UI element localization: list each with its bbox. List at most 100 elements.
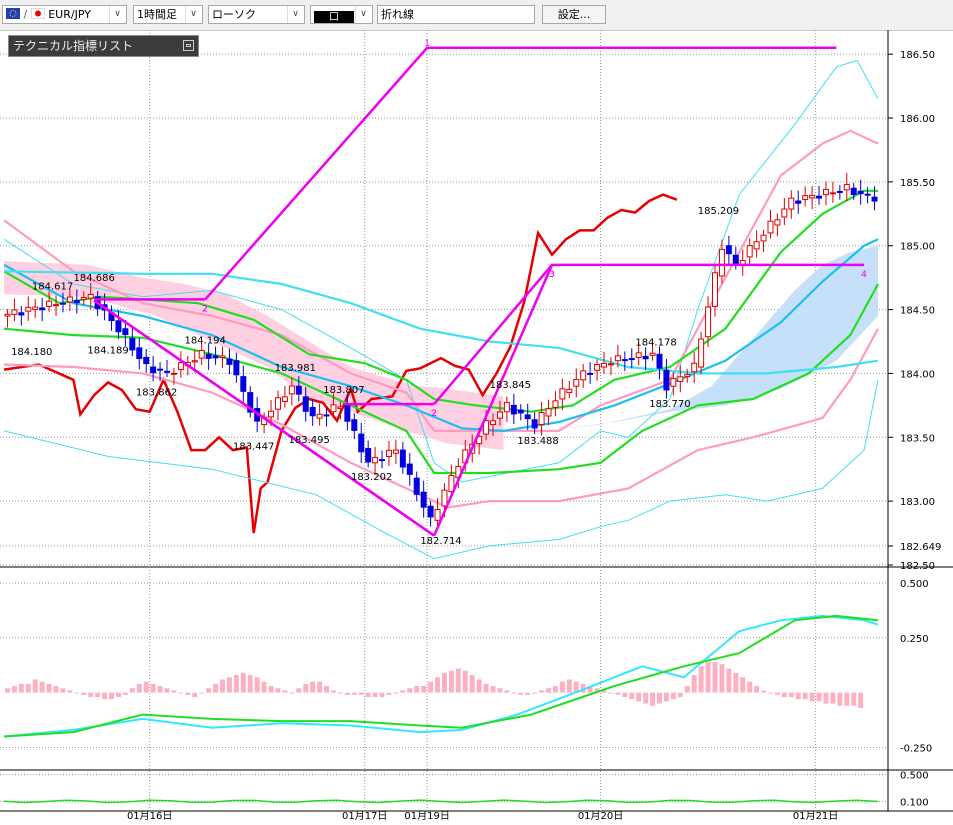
technical-indicator-list[interactable]: テクニカル指標リスト [8, 35, 199, 57]
macd-histogram-bar [129, 688, 135, 693]
chevron-down-icon[interactable]: ∨ [287, 6, 303, 23]
macd-histogram-bar [289, 692, 295, 694]
cloud-bullish [545, 245, 878, 431]
macd-histogram-bar [53, 686, 59, 693]
macd-histogram-bar [698, 666, 704, 693]
cloud-bearish [4, 261, 504, 451]
line-bollinger-lower [3, 379, 879, 560]
macd-histogram-bar [705, 661, 711, 693]
macd-histogram-bar [18, 683, 24, 693]
macd-histogram-bar [809, 692, 815, 702]
candle-body [11, 309, 18, 315]
candle-body [427, 505, 434, 518]
tech-list-label: テクニカル指標リスト [13, 39, 134, 53]
macd-histogram-bar [712, 661, 718, 693]
macd-histogram-bar [802, 692, 808, 700]
macd-histogram-bar [774, 692, 780, 695]
macd-histogram-bar [39, 681, 45, 693]
restore-window-icon[interactable] [183, 40, 194, 51]
macd-histogram-bar [670, 692, 676, 700]
candle-body [392, 449, 399, 454]
candle-body [59, 302, 66, 305]
macd-histogram-bar [136, 683, 142, 693]
price-annotation: 184.189 [87, 346, 128, 357]
zigzag-point-label: 2 [202, 304, 208, 314]
date-label: 01月21日 [793, 810, 838, 822]
candle-body [295, 385, 302, 395]
zigzag-point-label: 2 [431, 409, 437, 419]
macd-histogram-bar [525, 692, 531, 695]
macd-histogram-bar [74, 692, 80, 694]
macd-histogram-bar [331, 690, 336, 693]
candle-body [503, 401, 510, 413]
macd-histogram-bar [67, 690, 73, 693]
macd-histogram-bar [178, 692, 184, 694]
chart-style-select[interactable]: ローソク ∨ [208, 5, 305, 24]
candle-body [538, 411, 545, 426]
chevron-down-icon[interactable]: ∨ [355, 6, 371, 23]
macd-histogram-bar [393, 692, 399, 694]
candle-body [732, 254, 739, 264]
candle-body [614, 355, 621, 362]
macd-histogram-bar [206, 688, 212, 693]
candle-body [281, 396, 288, 403]
drawing-tool-field[interactable]: 折れ線 [377, 5, 535, 24]
chevron-down-icon[interactable]: ∨ [185, 6, 201, 23]
candle-body [323, 414, 330, 417]
macd-histogram-bar [823, 692, 829, 704]
macd-histogram-bar [740, 677, 746, 693]
macd-histogram-bar [663, 692, 669, 702]
macd-histogram-bar [795, 692, 801, 700]
timeframe-select[interactable]: 1時間足 ∨ [133, 5, 203, 24]
candle-body [628, 358, 635, 361]
price-annotation: 185.209 [698, 206, 739, 217]
candle-body [850, 187, 857, 195]
candle-body [649, 352, 656, 356]
candle-body [677, 376, 684, 382]
macd-histogram-bar [788, 692, 794, 698]
macd-tick-label: 0.500 [900, 579, 929, 590]
macd-histogram-bar [684, 686, 690, 693]
candle-body [705, 306, 712, 338]
macd-histogram-bar [102, 692, 108, 700]
chevron-down-icon[interactable]: ∨ [109, 6, 125, 23]
candle-body [385, 449, 392, 457]
macd-histogram-bar [233, 675, 239, 693]
macd-histogram-bar [240, 672, 246, 693]
zigzag-point-label: 1 [424, 39, 430, 49]
price-annotation: 183.488 [517, 436, 558, 447]
symbol-select[interactable]: / EUR/JPY ∨ [2, 5, 127, 24]
macd-histogram-bar [143, 681, 149, 693]
candle-body [302, 396, 309, 412]
macd-histogram-bar [95, 692, 101, 698]
candle-body [18, 312, 25, 316]
macd-histogram-bar [337, 692, 343, 694]
macd-histogram-bar [726, 668, 732, 693]
macd-histogram-bar [851, 692, 857, 706]
date-label: 01月20日 [578, 810, 623, 822]
candle-body [774, 219, 781, 226]
macd-histogram-bar [303, 683, 309, 693]
settings-button[interactable]: 設定... [542, 5, 606, 24]
color-select[interactable]: 口 ∨ [310, 5, 373, 24]
candle-body [143, 356, 150, 365]
macd-histogram-bar [830, 692, 836, 704]
price-annotation: 182.714 [420, 536, 461, 547]
symbol-label: EUR/JPY [48, 8, 91, 21]
price-annotation: 183.202 [351, 472, 392, 483]
candle-body [559, 388, 566, 400]
macd-histogram-bar [518, 692, 524, 695]
macd-histogram-bar [657, 692, 662, 704]
zigzag-line [432, 264, 554, 537]
macd-histogram-bar [469, 675, 475, 693]
macd-histogram-bar [324, 686, 330, 693]
macd-histogram-bar [192, 692, 198, 698]
candle-body [115, 320, 122, 333]
candle-body [746, 245, 753, 258]
candle-body [351, 419, 358, 431]
candle-body [656, 353, 663, 369]
macd-histogram-bar [185, 692, 191, 695]
macd-histogram-bar [476, 679, 482, 693]
